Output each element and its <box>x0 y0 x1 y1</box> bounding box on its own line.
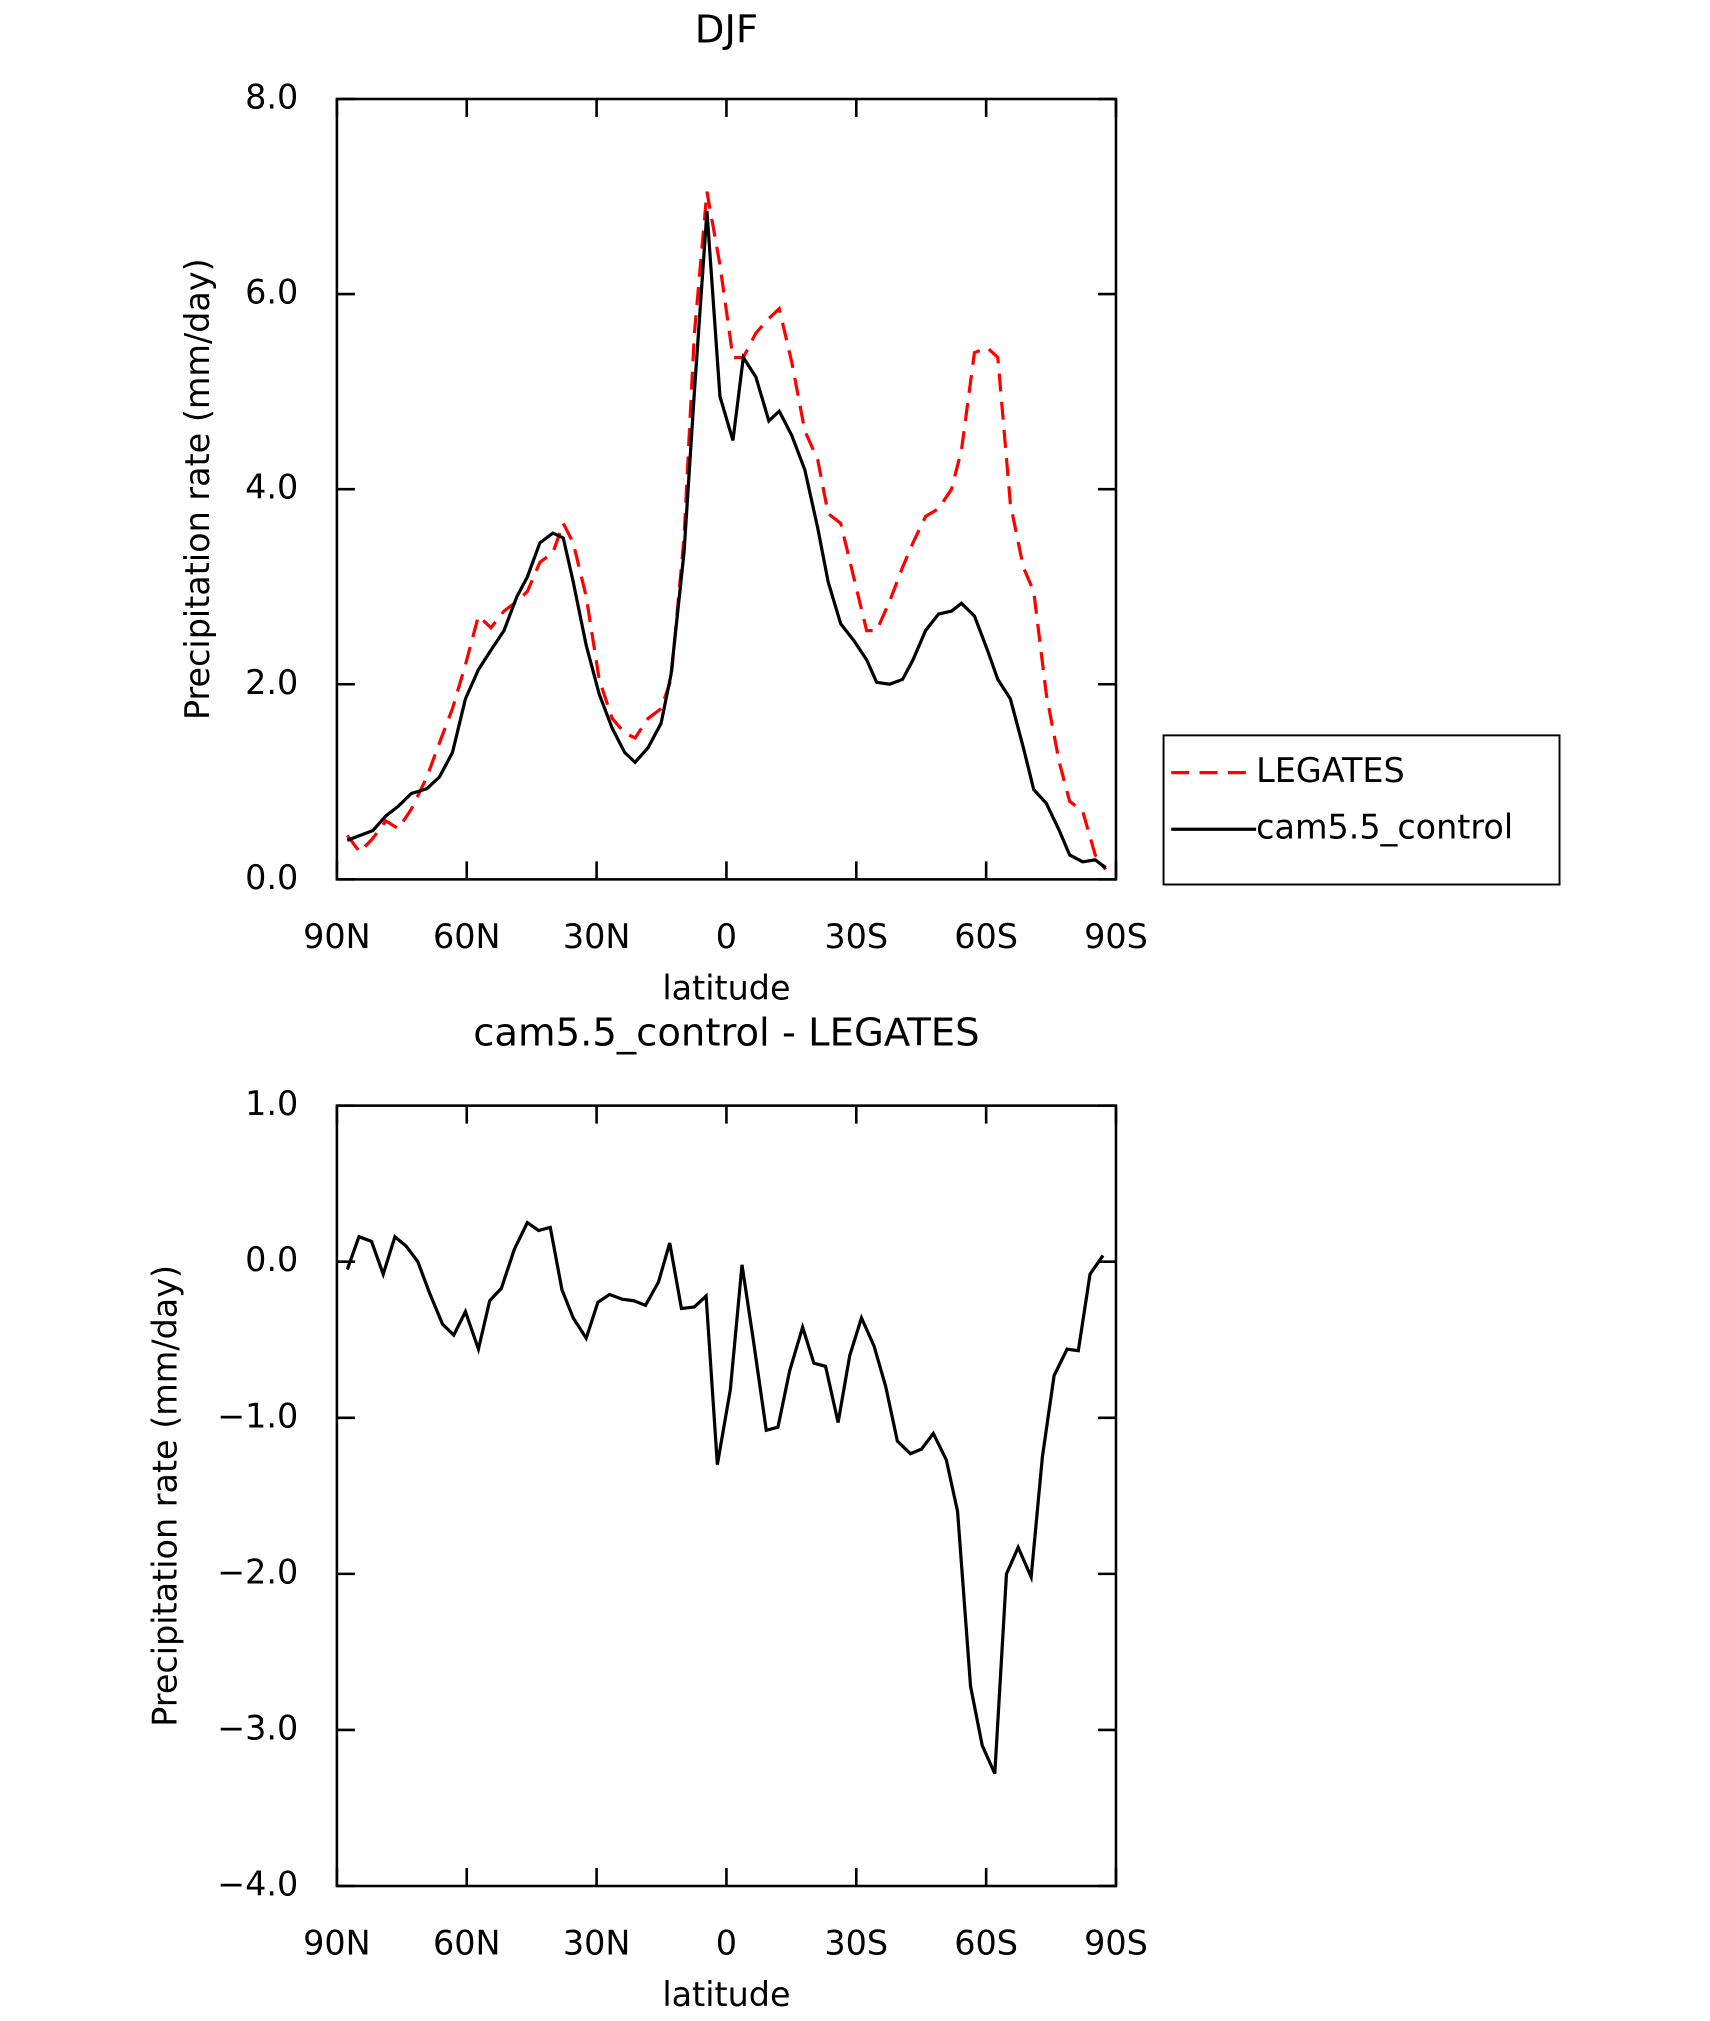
x-tick-label: 90N <box>303 1924 371 1963</box>
x-tick-label: 30S <box>824 1924 888 1963</box>
legend-label: cam5.5_control <box>1256 808 1513 847</box>
x-tick-label: 60N <box>433 917 501 956</box>
x-tick-label: 60S <box>954 1924 1018 1963</box>
y-tick-label: 6.0 <box>245 273 298 312</box>
x-axis-label: latitude <box>662 1975 790 2014</box>
x-tick-label: 0 <box>716 917 737 956</box>
y-tick-label: 0.0 <box>245 858 298 897</box>
x-tick-label: 30S <box>824 917 888 956</box>
chart-title: cam5.5_control - LEGATES <box>473 1010 979 1055</box>
y-tick-label: 2.0 <box>245 663 298 702</box>
x-tick-label: 30N <box>563 1924 631 1963</box>
y-tick-label: 0.0 <box>245 1240 298 1279</box>
data-line <box>346 211 1107 869</box>
data-line <box>345 1220 1105 1775</box>
y-tick-label: −2.0 <box>217 1552 298 1591</box>
y-tick-label: 4.0 <box>245 468 298 507</box>
y-tick-label: 1.0 <box>245 1084 298 1123</box>
x-axis-label: latitude <box>662 968 790 1007</box>
x-tick-label: 60N <box>433 1924 501 1963</box>
y-axis-label: Precipitation rate (mm/day) <box>178 258 217 720</box>
y-axis-label: Precipitation rate (mm/day) <box>146 1265 185 1727</box>
y-tick-label: −1.0 <box>217 1396 298 1435</box>
x-tick-label: 30N <box>563 917 631 956</box>
x-tick-label: 0 <box>716 1924 737 1963</box>
x-tick-label: 90S <box>1084 1924 1148 1963</box>
y-tick-label: 8.0 <box>245 77 298 116</box>
y-tick-label: −3.0 <box>217 1708 298 1747</box>
x-tick-label: 60S <box>954 917 1018 956</box>
legend-box <box>1162 734 1561 886</box>
legend-label: LEGATES <box>1256 751 1405 790</box>
y-tick-label: −4.0 <box>217 1865 298 1904</box>
x-tick-label: 90S <box>1084 917 1148 956</box>
chart-title: DJF <box>695 8 758 53</box>
plot-frame <box>335 1104 1118 1888</box>
plot-frame <box>335 97 1118 881</box>
x-tick-label: 90N <box>303 917 371 956</box>
data-line <box>346 191 1107 871</box>
